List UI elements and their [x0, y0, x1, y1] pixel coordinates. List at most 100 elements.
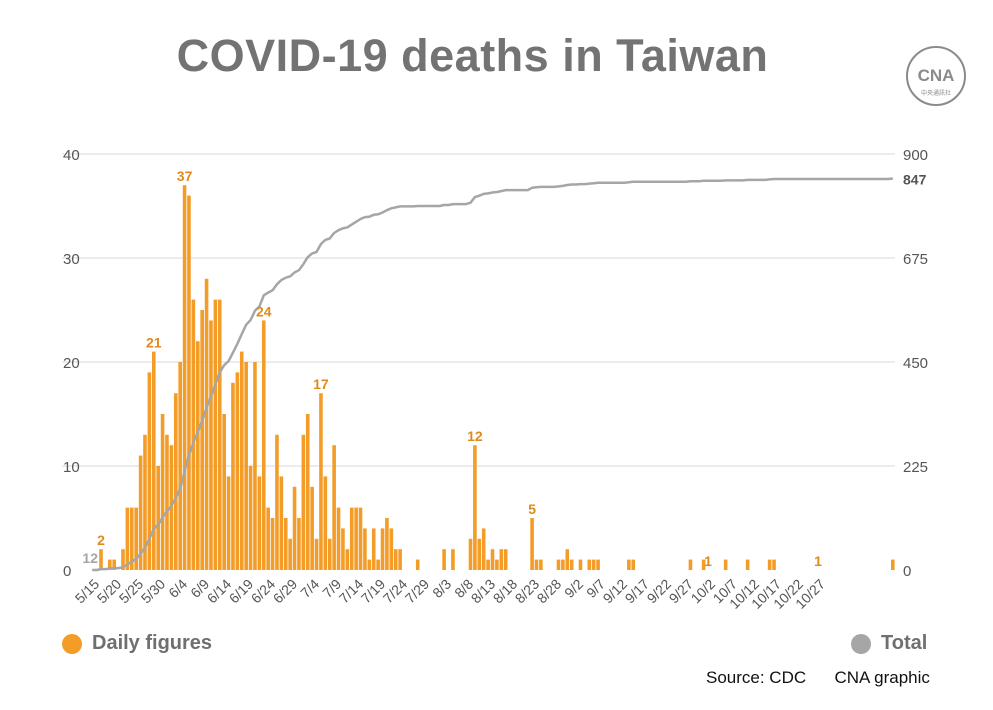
data-label: 24: [256, 303, 272, 319]
daily-bar: [349, 507, 354, 570]
daily-bar: [495, 559, 499, 570]
daily-bar: [565, 549, 570, 570]
data-label: 5: [528, 501, 536, 517]
x-tick-label: 9/2: [561, 576, 586, 601]
data-label: 2: [97, 532, 105, 548]
daily-bar: [253, 362, 257, 570]
daily-bar: [451, 549, 455, 570]
daily-bar: [266, 507, 270, 570]
daily-bar: [415, 559, 420, 570]
daily-bar: [138, 455, 143, 570]
daily-bar: [182, 185, 187, 570]
daily-bar: [305, 414, 310, 570]
y-tick-label: 10: [63, 459, 80, 476]
daily-bar: [288, 538, 292, 570]
daily-bar: [121, 549, 125, 570]
daily-bar: [468, 538, 473, 570]
daily-bar: [292, 486, 297, 570]
x-tick-label: 6/4: [165, 576, 190, 601]
daily-bar: [222, 414, 226, 570]
daily-bar: [323, 476, 328, 570]
credit-text: CNA graphic: [834, 668, 930, 687]
y-tick-label: 0: [63, 563, 71, 580]
data-label: 37: [177, 168, 193, 184]
daily-bar: [345, 549, 350, 570]
daily-bar: [112, 559, 116, 570]
daily-bar: [314, 538, 319, 570]
daily-bar: [534, 559, 539, 570]
x-tick-label: 8/3: [429, 576, 454, 601]
daily-bar: [490, 549, 495, 570]
total-line: [92, 177, 893, 572]
daily-bar: [688, 559, 693, 570]
daily-bar: [385, 518, 389, 570]
daily-bar: [151, 351, 156, 570]
y2-tick-label: 225: [903, 459, 928, 476]
data-label: 12: [82, 550, 98, 566]
daily-bar: [257, 476, 262, 570]
daily-bar: [301, 434, 306, 570]
daily-bar: [530, 518, 534, 570]
daily-bar: [398, 549, 402, 570]
daily-bar: [165, 434, 169, 570]
daily-bar: [134, 507, 138, 570]
legend-total-label: Total: [881, 632, 928, 654]
daily-bar: [156, 466, 160, 570]
daily-bar: [745, 559, 750, 570]
y-tick-label: 20: [63, 355, 80, 372]
daily-bar: [389, 528, 394, 570]
daily-bar: [209, 320, 213, 570]
daily-bar: [147, 372, 152, 570]
data-label: 17: [313, 376, 329, 392]
x-tick-label: 8/28: [534, 576, 565, 607]
daily-bar: [244, 362, 248, 570]
daily-bar: [591, 559, 596, 570]
daily-bar: [767, 559, 772, 570]
source-credit: Source: CDC CNA graphic: [706, 668, 930, 688]
data-label: 21: [146, 335, 162, 351]
data-label: 1: [814, 553, 822, 569]
daily-bar: [442, 549, 446, 570]
svg-text:中央通訊社: 中央通訊社: [921, 89, 951, 97]
daily-bar: [891, 559, 895, 570]
y2-tick-label: 675: [903, 251, 928, 268]
daily-bar: [310, 486, 314, 570]
daily-bars: [99, 185, 895, 570]
daily-bar: [772, 559, 776, 570]
daily-bar: [569, 559, 574, 570]
daily-bar: [596, 559, 600, 570]
daily-bar: [195, 341, 200, 570]
y2-tick-label: 0: [903, 563, 911, 580]
daily-bar: [178, 362, 182, 570]
daily-bar: [129, 507, 134, 570]
daily-bar: [213, 299, 218, 570]
daily-bar: [231, 382, 235, 570]
daily-bar: [143, 434, 147, 570]
daily-bar: [358, 507, 363, 570]
data-labels: 12 2 21 37 24 17 12 5 1 1 847: [82, 168, 926, 569]
daily-bar: [283, 518, 288, 570]
daily-bar: [539, 559, 543, 570]
y2-tick-label: 900: [903, 147, 928, 164]
grid-lines: [62, 153, 895, 467]
chart-title: COVID-19 deaths in Taiwan: [176, 30, 769, 81]
daily-bar: [204, 278, 209, 570]
daily-bar: [217, 299, 222, 570]
daily-bar: [486, 559, 490, 570]
legend-daily: Daily figures: [62, 632, 212, 655]
daily-bar: [341, 528, 345, 570]
y-tick-label: 30: [63, 251, 80, 268]
cna-logo-icon: CNA 中央通訊社: [906, 46, 966, 106]
daily-bar: [499, 549, 504, 570]
daily-bar: [578, 559, 583, 570]
daily-bar: [187, 195, 191, 570]
daily-bar: [561, 559, 565, 570]
daily-bar: [332, 445, 336, 570]
daily-bar: [723, 559, 728, 570]
daily-bar: [270, 518, 275, 570]
daily-bar: [627, 559, 631, 570]
data-label: 1: [704, 553, 712, 569]
daily-bar: [367, 559, 372, 570]
daily-bar: [701, 559, 706, 570]
